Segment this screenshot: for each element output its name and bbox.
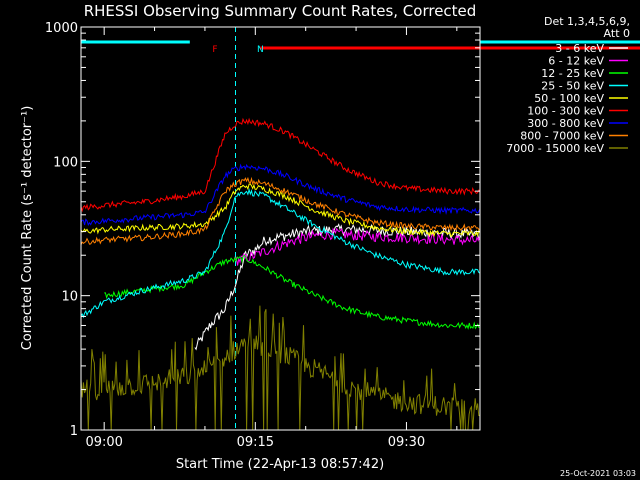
series-line-2 [104,254,480,330]
series-line-5 [80,117,481,213]
x-axis-ticks: 09:00 09:15 09:30 [85,27,458,450]
legend-header-line-2: Att 0 [604,27,630,40]
legend-label-6: 300 - 800 keV [527,117,604,130]
y-tick-label-3: 1000 [45,21,78,36]
flag-label-n: N [257,45,264,55]
y-tick-label-0: 1 [70,424,78,439]
plot-frame [80,26,481,431]
legend-label-2: 12 - 25 keV [541,67,604,80]
series-layer [80,117,481,431]
y-axis-ticks: 1 10 100 1000 [45,21,480,439]
x-tick-label-2: 09:30 [388,435,425,450]
legend-label-8: 7000 - 15000 keV [506,142,604,155]
legend-label-1: 6 - 12 keV [548,55,604,68]
y-tick-label-1: 10 [61,290,78,305]
series-line-7 [80,176,481,246]
legend-label-4: 50 - 100 keV [534,92,604,105]
y-tick-label-2: 100 [53,155,78,170]
legend-label-3: 25 - 50 keV [541,80,604,93]
series-line-8 [80,305,481,431]
legend-header-line-1: Det 1,3,4,5,6,9, [544,15,630,28]
series-line-1 [234,227,480,266]
chart-title: RHESSI Observing Summary Count Rates, Co… [84,2,477,20]
x-tick-label-1: 09:15 [237,435,274,450]
x-tick-label-0: 09:00 [85,435,122,450]
flag-label-f: F [212,45,217,55]
legend-label-7: 800 - 7000 keV [520,130,604,143]
legend-label-5: 100 - 300 keV [527,105,604,118]
y-axis-label: Corrected Count Rate (s⁻¹ detector⁻¹) [20,106,35,351]
series-line-6 [80,163,481,226]
series-line-3 [80,188,481,319]
x-axis-label: Start Time (22-Apr-13 08:57:42) [176,457,384,472]
plot-area: F N 09:00 09:15 09:30 1 10 100 1000 [45,21,640,450]
legend-label-0: 3 - 6 keV [555,42,604,55]
generation-timestamp: 25-Oct-2021 03:03 [560,469,636,478]
